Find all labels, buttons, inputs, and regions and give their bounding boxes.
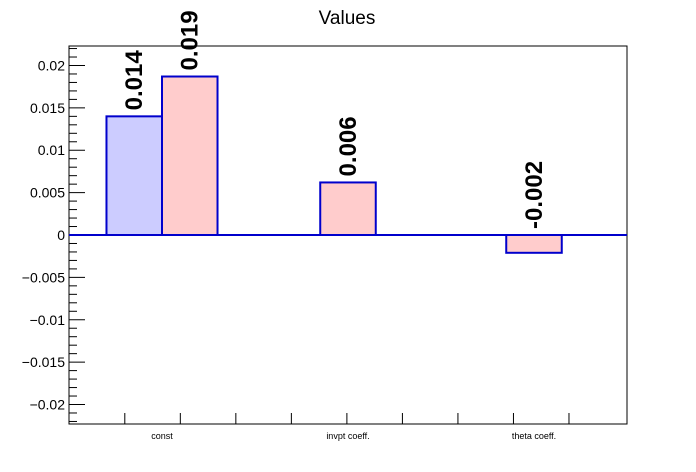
bar-value-label: 0.006 <box>335 116 362 176</box>
bars <box>69 75 627 254</box>
y-tick-label: −0.015 <box>22 354 65 370</box>
y-tick-labels: 0.02 0.015 0.01 0.005 0 −0.005 −0.01 −0.015 −0.0… <box>22 57 65 412</box>
bar <box>105 115 164 236</box>
bar <box>505 234 563 254</box>
y-tick-label: −0.005 <box>22 269 65 285</box>
data-labels: 0.014 0.019 0.006 -0.002 <box>121 10 548 229</box>
bar-value-label: 0.014 <box>121 50 148 111</box>
y-tick-label: 0.01 <box>38 142 65 158</box>
bar <box>161 75 219 236</box>
y-tick-label: 0 <box>57 227 65 243</box>
y-tick-label: −0.02 <box>30 397 66 413</box>
y-tick-label: 0.02 <box>38 57 65 73</box>
y-tick-label: −0.01 <box>30 312 66 328</box>
bar-value-label: -0.002 <box>521 161 548 229</box>
y-tick-label: 0.015 <box>30 100 65 116</box>
bar <box>319 181 377 236</box>
x-category-label: const <box>151 431 173 441</box>
chart-title: Values <box>319 8 376 29</box>
bar-value-label: 0.019 <box>177 10 204 70</box>
x-category-label: invpt coeff. <box>326 431 369 441</box>
x-category-label: theta coeff. <box>512 431 556 441</box>
axis-ticks <box>69 48 570 424</box>
y-tick-label: 0.005 <box>30 185 65 201</box>
x-tick-labels: const invpt coeff. theta coeff. <box>151 431 556 441</box>
